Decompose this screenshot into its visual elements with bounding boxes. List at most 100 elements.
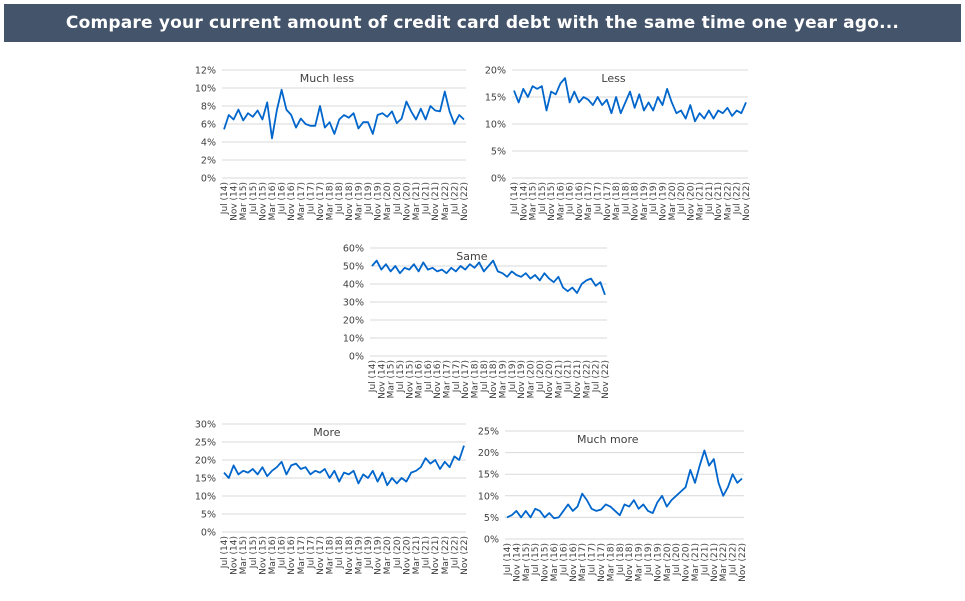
x-tick-label: Mar (17) — [297, 536, 307, 574]
x-tick-label: Jul (16) — [424, 360, 434, 393]
chart-more: 0%5%10%15%20%25%30%Jul (14) Nov (14) Mar (… — [195, 420, 470, 575]
x-tick-label: Jul (20) — [536, 360, 546, 393]
x-tick-label: Jul (18) — [480, 360, 490, 393]
chart-same: 0%10%20%30%40%50%60%Jul (14) Nov (14) Mar … — [343, 244, 611, 399]
x-tick-label: Jul (17) — [594, 182, 604, 215]
header-title: Compare your current amount of credit ca… — [65, 13, 900, 33]
x-tick-label: Jul (19) — [508, 360, 518, 393]
x-tick-label: Mar (15) — [239, 182, 249, 220]
x-tick-label: Jul (20) — [393, 182, 403, 215]
x-tick-label: Nov (17) — [597, 543, 607, 582]
x-tick-label: Mar (17) — [584, 182, 594, 220]
x-tick-label: Jul (16) — [566, 182, 576, 215]
x-tick-label: Jul (19) — [364, 536, 374, 569]
x-tick-label: Jul (15) — [538, 182, 548, 215]
chart-title: Much less — [300, 72, 355, 85]
x-tick-label: Mar (18) — [471, 360, 481, 398]
x-tick-label: Jul (15) — [396, 360, 406, 393]
y-tick-label: 15% — [485, 93, 506, 104]
x-tick-label: Nov (17) — [461, 360, 471, 399]
x-tick-label: Jul (21) — [422, 182, 432, 215]
x-tick-label: Jul (14) — [220, 182, 230, 215]
x-tick-label: Jul (17) — [452, 360, 462, 393]
x-tick-label: Mar (15) — [522, 543, 532, 581]
x-tick-label: Nov (14) — [377, 360, 387, 399]
y-tick-label: 10% — [195, 492, 216, 503]
chart-title: Less — [601, 72, 625, 85]
x-tick-label: Mar (19) — [635, 543, 645, 581]
x-tick-label: Nov (15) — [258, 182, 268, 221]
x-tick-label: Mar (20) — [383, 536, 393, 574]
x-tick-label: Nov (14) — [519, 182, 529, 221]
y-tick-label: 8% — [201, 102, 216, 113]
y-tick-label: 50% — [343, 262, 364, 273]
x-tick-label: Mar (20) — [526, 360, 536, 398]
x-tick-label: Jul (18) — [616, 543, 626, 576]
x-tick-label: Jul (15) — [249, 536, 259, 569]
x-tick-label: Mar (16) — [415, 360, 425, 398]
x-tick-label: Nov (14) — [230, 182, 240, 221]
y-tick-label: 0% — [201, 528, 216, 539]
x-tick-label: Mar (16) — [550, 543, 560, 581]
x-tick-label: Mar (16) — [268, 536, 278, 574]
page-header: Compare your current amount of credit ca… — [4, 4, 961, 42]
y-tick-label: 10% — [343, 334, 364, 345]
x-tick-label: Mar (22) — [582, 360, 592, 398]
x-tick-label: Jul (22) — [450, 536, 460, 569]
x-tick-label: Nov (15) — [541, 543, 551, 582]
y-tick-label: 60% — [343, 244, 364, 255]
y-tick-label: 10% — [485, 120, 506, 131]
x-tick-label: Mar (22) — [441, 536, 451, 574]
x-tick-label: Mar (19) — [640, 182, 650, 220]
series-line — [223, 445, 465, 487]
x-tick-label: Nov (19) — [517, 360, 527, 399]
y-tick-label: 0% — [349, 352, 364, 363]
x-tick-label: Jul (17) — [306, 536, 316, 569]
y-tick-label: 2% — [201, 156, 216, 167]
x-tick-label: Nov (20) — [402, 182, 412, 221]
chart-much-less: 0% 2% 4% 6% 8% 10% 12% Jul (14) Nov (14) Mar (15)… — [195, 66, 470, 221]
x-tick-label: Nov (21) — [710, 543, 720, 582]
x-tick-label: Mar (18) — [606, 543, 616, 581]
x-tick-label: Nov (17) — [316, 536, 326, 575]
x-tick-label: Jul (18) — [335, 536, 345, 569]
x-tick-label: Nov (15) — [405, 360, 415, 399]
x-tick-label: Nov (22) — [460, 182, 470, 221]
y-tick-label: 0% — [491, 174, 506, 185]
y-tick-label: 15% — [478, 470, 499, 481]
x-tick-label: Mar (21) — [554, 360, 564, 398]
x-tick-label: Jul (20) — [393, 536, 403, 569]
y-tick-label: 40% — [343, 280, 364, 291]
y-tick-label: 10% — [478, 491, 499, 502]
x-tick-label: Jul (21) — [705, 182, 715, 215]
chart-title: More — [313, 426, 341, 439]
y-tick-label: 20% — [485, 66, 506, 77]
x-tick-label: Nov (18) — [625, 543, 635, 582]
x-tick-label: Nov (22) — [460, 536, 470, 575]
x-tick-label: Nov (17) — [603, 182, 613, 221]
chart-title: Same — [456, 250, 487, 263]
x-tick-label: Jul (17) — [588, 543, 598, 576]
x-tick-label: Mar (18) — [326, 536, 336, 574]
x-tick-label: Jul (21) — [422, 536, 432, 569]
x-tick-label: Mar (17) — [578, 543, 588, 581]
x-tick-label: Nov (20) — [402, 536, 412, 575]
series-line — [223, 88, 465, 140]
x-tick-label: Jul (16) — [559, 543, 569, 576]
x-tick-label: Mar (20) — [663, 543, 673, 581]
y-tick-label: 30% — [195, 420, 216, 431]
x-tick-label: Jul (18) — [335, 182, 345, 215]
x-tick-label: Jul (15) — [249, 182, 259, 215]
y-tick-label: 0% — [201, 174, 216, 185]
x-tick-label: Nov (21) — [573, 360, 583, 399]
x-tick-label: Nov (17) — [316, 182, 326, 221]
x-tick-label: Jul (19) — [644, 543, 654, 576]
x-tick-label: Mar (15) — [529, 182, 539, 220]
x-tick-label: Mar (20) — [668, 182, 678, 220]
x-tick-label: Mar (17) — [297, 182, 307, 220]
y-tick-label: 6% — [201, 120, 216, 131]
x-tick-label: Nov (22) — [738, 543, 748, 582]
x-tick-label: Jul (15) — [531, 543, 541, 576]
x-tick-label: Nov (14) — [512, 543, 522, 582]
x-tick-label: Jul (14) — [220, 536, 230, 569]
